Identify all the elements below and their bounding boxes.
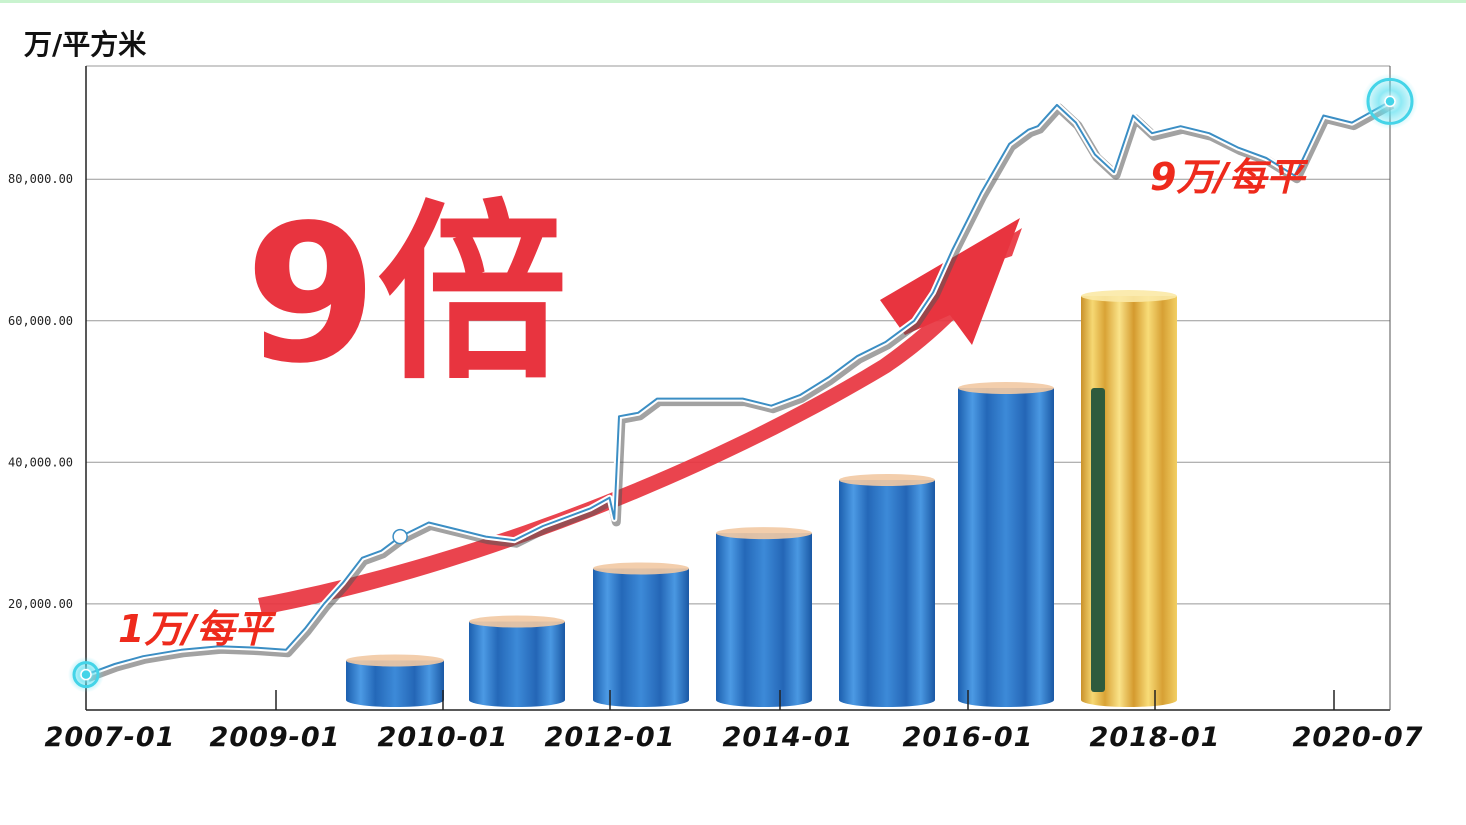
top-border-strip: [0, 0, 1466, 3]
bar-top: [469, 615, 565, 628]
x-tick-label: 2014-01: [723, 722, 854, 753]
x-axis-ticks: 2007-01 2009-01 2010-01 2012-01 2014-01 2016-…: [45, 690, 1424, 753]
bar-body: [958, 388, 1054, 700]
x-tick-label: 2020-07: [1293, 722, 1424, 753]
bar-base: [346, 693, 444, 707]
x-tick-label: 2016-01: [903, 722, 1034, 753]
bar-highlight: [1081, 290, 1177, 707]
bar: [346, 654, 444, 707]
bar-top: [593, 562, 689, 575]
bar-base: [716, 693, 812, 707]
bar: [958, 382, 1054, 707]
y-axis-unit-label: 万/平方米: [24, 28, 146, 61]
bar-series: [346, 290, 1177, 707]
marker-dot: [80, 668, 92, 681]
bar-top: [346, 654, 444, 667]
bar-top: [839, 474, 935, 486]
endpoint-markers: [68, 73, 1418, 693]
bar-top: [958, 382, 1054, 394]
price-line: [85, 100, 1391, 676]
line-point-marker: [392, 528, 408, 545]
growth-arrow-head: [880, 218, 1020, 345]
bar-base: [1081, 693, 1177, 707]
bar-body: [469, 621, 565, 700]
bar-base: [593, 693, 689, 707]
end-price-annotation: 9万/每平: [1150, 155, 1309, 199]
x-tick-label: 2012-01: [545, 722, 676, 753]
bar-base: [839, 693, 935, 707]
end-point-marker: [1362, 73, 1418, 130]
y-tick-label: 40,000.00: [8, 455, 73, 469]
x-tick-label: 2018-01: [1090, 722, 1221, 753]
bar-body: [716, 533, 812, 700]
bar: [716, 527, 812, 707]
x-tick-label: 2009-01: [210, 722, 341, 753]
marker-dot: [1384, 95, 1396, 108]
start-point-marker: [68, 656, 104, 693]
multiplier-label: 9倍: [245, 184, 567, 405]
bar-base: [469, 693, 565, 707]
marker-ring: [72, 661, 100, 689]
bar-top: [716, 527, 812, 540]
bar: [469, 615, 565, 707]
x-tick-label: 2010-01: [378, 722, 509, 753]
price-line-series: [84, 98, 1395, 682]
y-axis-ticks: 20,000.00 40,000.00 60,000.00 80,000.00: [8, 172, 73, 611]
bar: [593, 562, 689, 707]
start-price-annotation: 1万/每平: [118, 607, 277, 651]
bar-inner-shadow: [1091, 388, 1105, 692]
y-tick-label: 60,000.00: [8, 314, 73, 328]
bar-base: [958, 693, 1054, 707]
bar-body: [593, 568, 689, 700]
bar: [839, 474, 935, 707]
x-tick-label: 2007-01: [45, 722, 176, 753]
bar-top: [1081, 290, 1177, 302]
bar-body: [839, 480, 935, 700]
y-tick-label: 20,000.00: [8, 597, 73, 611]
y-tick-label: 80,000.00: [8, 172, 73, 186]
marker-ring: [1366, 77, 1414, 125]
